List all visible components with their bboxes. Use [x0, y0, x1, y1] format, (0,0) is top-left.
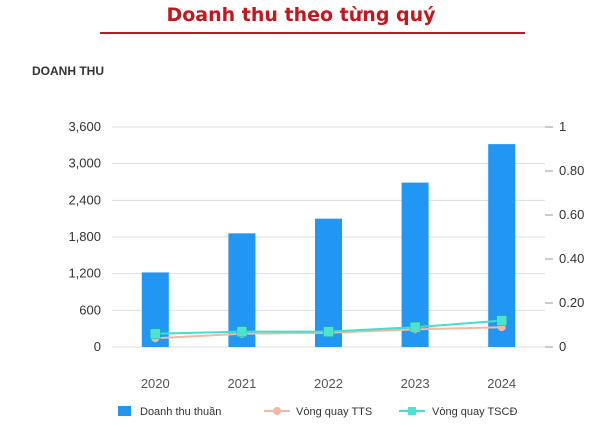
point-tscd[interactable]: [324, 327, 334, 337]
legend-label: Vòng quay TTS: [296, 406, 372, 418]
point-tscd[interactable]: [150, 329, 160, 339]
y-right-tick-label: 0: [559, 339, 566, 354]
y-right-tick-label: 0.80: [559, 163, 584, 178]
x-tick-label: 2020: [141, 376, 170, 391]
y-left-tick-label: 600: [79, 302, 101, 317]
y-right-tick-label: 1: [559, 119, 566, 134]
legend-swatch-bar: [118, 406, 131, 416]
legend-label: Vòng quay TSCĐ: [432, 406, 517, 418]
y-right-tick-label: 0.40: [559, 251, 584, 266]
x-tick-label: 2024: [487, 376, 516, 391]
legend-marker-tscd: [408, 407, 416, 415]
y-right-tick-label: 0.20: [559, 295, 584, 310]
y-left-tick-label: 3,600: [68, 119, 101, 134]
x-tick-label: 2022: [314, 376, 343, 391]
y-left-tick-label: 1,800: [68, 229, 101, 244]
legend-marker-tts: [273, 407, 281, 415]
point-tscd[interactable]: [497, 316, 507, 326]
y-left-tick-label: 2,400: [68, 192, 101, 207]
x-tick-label: 2021: [227, 376, 256, 391]
point-tscd[interactable]: [410, 322, 420, 332]
point-tscd[interactable]: [237, 327, 247, 337]
legend-label: Doanh thu thuần: [140, 406, 221, 418]
y-right-tick-label: 0.60: [559, 207, 584, 222]
y-left-tick-label: 0: [94, 339, 101, 354]
y-left-tick-label: 1,200: [68, 266, 101, 281]
x-tick-label: 2023: [401, 376, 430, 391]
y-left-tick-label: 3,000: [68, 156, 101, 171]
